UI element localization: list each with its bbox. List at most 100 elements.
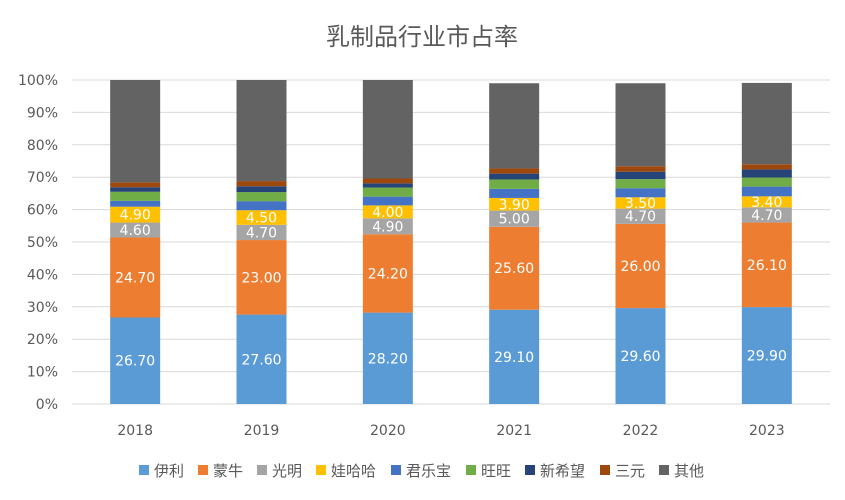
legend-label: 旺旺 xyxy=(481,462,511,480)
y-tick-label: 10% xyxy=(27,365,58,381)
legend-label: 其他 xyxy=(674,462,704,480)
bar-segment xyxy=(489,179,540,189)
bar-segment xyxy=(362,196,413,206)
legend-label: 伊利 xyxy=(154,462,184,480)
legend-swatch xyxy=(391,465,401,475)
data-label: 3.40 xyxy=(751,195,782,211)
legend-label: 君乐宝 xyxy=(406,462,451,480)
bar-segment xyxy=(741,169,792,178)
legend-label: 新希望 xyxy=(540,462,585,480)
bar-segment xyxy=(489,83,540,169)
bar-segment xyxy=(362,218,413,235)
bar-segment xyxy=(110,206,161,223)
data-label: 4.60 xyxy=(120,223,151,239)
data-label: 29.10 xyxy=(494,350,534,366)
bar-segment xyxy=(615,179,666,189)
legend-swatch xyxy=(139,465,149,475)
legend: 伊利 蒙牛 光明 娃哈哈 君乐宝 旺旺 新希望 三元 其他 xyxy=(139,462,704,480)
bar-segment xyxy=(236,240,287,315)
y-tick-label: 90% xyxy=(27,105,58,121)
bar-segment xyxy=(236,314,287,404)
bar-segment xyxy=(236,80,287,182)
data-label: 4.50 xyxy=(246,211,277,227)
y-tick-label: 0% xyxy=(36,397,58,413)
bar-segment xyxy=(236,224,287,241)
bar-segment xyxy=(615,188,666,198)
bar-segment xyxy=(362,312,413,404)
chart-title: 乳制品行业市占率 xyxy=(326,23,518,51)
bar-segment xyxy=(110,187,161,192)
legend-label: 三元 xyxy=(615,462,645,480)
data-label: 29.60 xyxy=(620,349,660,365)
legend-swatch xyxy=(257,465,267,475)
data-label: 23.00 xyxy=(241,270,281,286)
bars xyxy=(110,80,792,404)
y-tick-label: 50% xyxy=(27,235,58,251)
x-tick-label: 2019 xyxy=(244,423,280,439)
bar-segment xyxy=(110,182,161,188)
data-label: 3.50 xyxy=(625,196,656,212)
x-tick-label: 2018 xyxy=(117,423,153,439)
bar-segment xyxy=(236,186,287,193)
bar-segment xyxy=(236,192,287,202)
legend-swatch xyxy=(525,465,535,475)
bar-segment xyxy=(362,187,413,197)
bar-segment xyxy=(489,173,540,180)
legend-swatch xyxy=(600,465,610,475)
data-label: 24.70 xyxy=(115,270,155,286)
bar-segment xyxy=(615,223,666,309)
gridlines xyxy=(72,79,830,405)
bar-segment xyxy=(489,188,540,198)
data-label: 4.70 xyxy=(246,225,277,241)
bar-segment xyxy=(615,208,666,224)
data-label: 4.70 xyxy=(751,208,782,224)
bar-segment xyxy=(741,186,792,197)
legend-label: 蒙牛 xyxy=(213,462,243,480)
y-tick-label: 60% xyxy=(27,203,58,219)
data-label: 5.00 xyxy=(499,212,530,228)
legend-swatch xyxy=(316,465,326,475)
bar-segment xyxy=(489,309,540,404)
data-label: 26.10 xyxy=(747,258,787,274)
bar-segment xyxy=(110,80,161,183)
y-tick-label: 100% xyxy=(18,73,58,89)
y-tick-label: 40% xyxy=(27,267,58,283)
bar-segment xyxy=(362,183,413,188)
bar-segment xyxy=(615,308,666,404)
data-label: 4.90 xyxy=(120,208,151,224)
legend-swatch xyxy=(466,465,476,475)
bar-segment xyxy=(741,222,792,308)
y-tick-label: 20% xyxy=(27,332,58,348)
bar-segment xyxy=(362,178,413,184)
bar-segment xyxy=(741,82,792,165)
data-label: 4.70 xyxy=(625,209,656,225)
bar-segment xyxy=(362,205,413,219)
data-label: 27.60 xyxy=(241,352,281,368)
bar-segment xyxy=(110,200,161,207)
x-axis-ticks: 2018 2019 2020 2021 2022 2023 xyxy=(117,423,784,439)
data-label: 26.70 xyxy=(115,354,155,370)
y-tick-label: 30% xyxy=(27,300,58,316)
legend-label: 光明 xyxy=(272,462,302,480)
legend-swatch xyxy=(659,465,669,475)
data-label: 29.90 xyxy=(747,349,787,365)
y-tick-label: 70% xyxy=(27,170,58,186)
bar-segment xyxy=(362,234,413,313)
bar-segment xyxy=(110,222,161,238)
y-tick-label: 80% xyxy=(27,138,58,154)
bar-segment xyxy=(110,237,161,318)
data-label: 28.20 xyxy=(368,351,408,367)
bar-segment xyxy=(236,181,287,187)
bar-segment xyxy=(110,191,161,201)
data-label: 25.60 xyxy=(494,261,534,277)
x-tick-label: 2022 xyxy=(623,423,659,439)
bar-segment xyxy=(741,307,792,404)
bar-segment xyxy=(615,197,666,209)
bar-segment xyxy=(741,164,792,170)
bar-segment xyxy=(110,317,161,404)
data-label: 26.00 xyxy=(620,259,660,275)
bar-segment xyxy=(489,168,540,174)
x-tick-label: 2023 xyxy=(749,423,785,439)
bar-segment xyxy=(489,226,540,310)
